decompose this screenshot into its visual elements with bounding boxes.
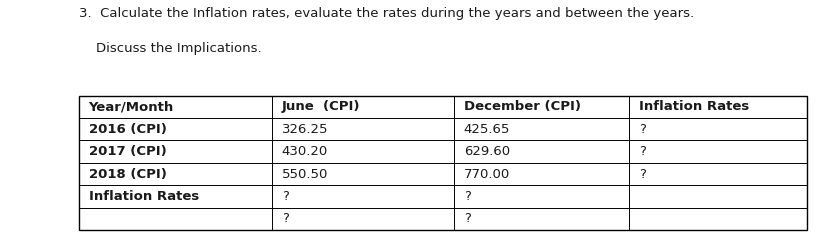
- Text: ?: ?: [281, 212, 289, 225]
- Text: ?: ?: [463, 212, 471, 225]
- Text: ?: ?: [638, 123, 645, 136]
- Text: Inflation Rates: Inflation Rates: [638, 100, 748, 113]
- Text: 550.50: 550.50: [281, 168, 327, 181]
- Text: 326.25: 326.25: [281, 123, 327, 136]
- Text: 3.  Calculate the Inflation rates, evaluate the rates during the years and betwe: 3. Calculate the Inflation rates, evalua…: [79, 7, 693, 20]
- Text: 425.65: 425.65: [463, 123, 509, 136]
- Text: ?: ?: [638, 145, 645, 158]
- Text: 2018 (CPI): 2018 (CPI): [88, 168, 166, 181]
- Text: 770.00: 770.00: [463, 168, 509, 181]
- Text: ?: ?: [638, 168, 645, 181]
- Text: June  (CPI): June (CPI): [281, 100, 360, 113]
- Text: ?: ?: [463, 190, 471, 203]
- Text: 430.20: 430.20: [281, 145, 327, 158]
- Bar: [79, 96, 806, 230]
- Text: 629.60: 629.60: [463, 145, 509, 158]
- Text: December (CPI): December (CPI): [463, 100, 581, 113]
- Text: Inflation Rates: Inflation Rates: [88, 190, 198, 203]
- Text: 2016 (CPI): 2016 (CPI): [88, 123, 166, 136]
- Text: Discuss the Implications.: Discuss the Implications.: [79, 42, 261, 55]
- Text: ?: ?: [281, 190, 289, 203]
- Text: Year/Month: Year/Month: [88, 100, 174, 113]
- Text: 2017 (CPI): 2017 (CPI): [88, 145, 166, 158]
